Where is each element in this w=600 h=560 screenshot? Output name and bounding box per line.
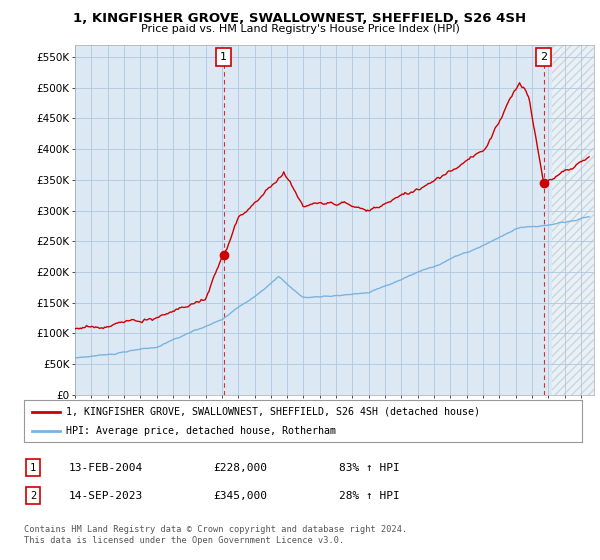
Text: £228,000: £228,000 (213, 463, 267, 473)
Text: 28% ↑ HPI: 28% ↑ HPI (339, 491, 400, 501)
Text: 13-FEB-2004: 13-FEB-2004 (69, 463, 143, 473)
Text: Price paid vs. HM Land Registry's House Price Index (HPI): Price paid vs. HM Land Registry's House … (140, 24, 460, 34)
Text: 1, KINGFISHER GROVE, SWALLOWNEST, SHEFFIELD, S26 4SH: 1, KINGFISHER GROVE, SWALLOWNEST, SHEFFI… (73, 12, 527, 25)
Text: 14-SEP-2023: 14-SEP-2023 (69, 491, 143, 501)
Text: 2: 2 (30, 491, 36, 501)
Text: 2: 2 (540, 52, 547, 62)
Text: 1: 1 (30, 463, 36, 473)
Text: HPI: Average price, detached house, Rotherham: HPI: Average price, detached house, Roth… (66, 426, 336, 436)
Text: £345,000: £345,000 (213, 491, 267, 501)
Text: 1: 1 (220, 52, 227, 62)
Text: 1, KINGFISHER GROVE, SWALLOWNEST, SHEFFIELD, S26 4SH (detached house): 1, KINGFISHER GROVE, SWALLOWNEST, SHEFFI… (66, 407, 480, 417)
Text: 83% ↑ HPI: 83% ↑ HPI (339, 463, 400, 473)
Text: Contains HM Land Registry data © Crown copyright and database right 2024.
This d: Contains HM Land Registry data © Crown c… (24, 525, 407, 545)
